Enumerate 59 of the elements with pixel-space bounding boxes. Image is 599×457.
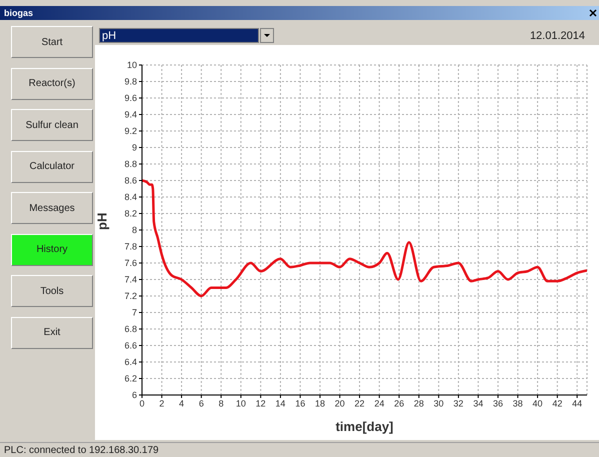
y-tick-label: 7.4 [124, 274, 137, 285]
y-tick-label: 6.4 [124, 357, 137, 368]
text: pH [99, 28, 259, 43]
y-tick-label: 9.6 [124, 93, 137, 104]
x-tick-label: 22 [354, 398, 365, 408]
x-tick-label: 42 [552, 398, 562, 408]
x-tick-label: 28 [414, 398, 424, 408]
y-tick-label: 6.6 [124, 340, 137, 351]
x-axis-title: time[day] [336, 419, 394, 434]
y-tick-label: 7.8 [124, 242, 137, 252]
x-tick-label: 10 [236, 398, 246, 408]
x-tick-label: 26 [394, 398, 404, 408]
text: History [11, 234, 93, 266]
text: Reactor(s) [11, 68, 93, 100]
y-axis-title: pH [94, 212, 110, 230]
x-tick-label: 2 [159, 398, 164, 408]
x-tick-label: 6 [198, 398, 204, 408]
x-tick-label: 32 [453, 398, 464, 408]
y-tick-label: 6 [132, 390, 137, 400]
line-series [142, 179, 587, 298]
text: biogas [0, 6, 599, 20]
text: PLC: connected to 192.168.30.179 [0, 442, 599, 457]
text: 12.01.2014 [530, 30, 585, 42]
y-tick-label: 6.2 [124, 374, 137, 384]
x-tick-label: 14 [275, 398, 286, 408]
text: Calculator [11, 150, 93, 182]
y-tick-label: 9 [132, 142, 137, 153]
x-tick-label: 24 [374, 398, 384, 408]
y-tick-label: 8.4 [124, 192, 137, 202]
y-tick-label: 7 [132, 308, 137, 318]
y-tick-label: 7.6 [124, 258, 137, 268]
x-tick-label: 44 [572, 398, 582, 408]
text: Tools [11, 275, 93, 307]
y-tick-label: 9.8 [124, 76, 137, 87]
x-tick-label: 36 [492, 398, 504, 408]
text: Messages [11, 192, 93, 224]
x-tick-label: 8 [218, 398, 224, 408]
x-tick-label: 0 [139, 398, 145, 408]
y-tick-label: 9.4 [124, 110, 137, 120]
y-tick-label: 6.8 [124, 324, 137, 334]
x-tick-label: 18 [314, 398, 326, 408]
x-tick-label: 16 [295, 398, 306, 408]
x-tick-label: 20 [334, 398, 345, 408]
y-tick-label: 9.2 [124, 126, 137, 136]
y-tick-label: 8.8 [124, 159, 137, 170]
y-tick-label: 8 [132, 225, 137, 236]
x-tick-label: 40 [532, 398, 543, 408]
x-tick-label: 12 [256, 398, 266, 408]
y-tick-label: 10 [126, 60, 137, 70]
y-tick-label: 8.2 [124, 208, 137, 219]
x-tick-label: 4 [179, 398, 184, 408]
x-tick-label: 30 [434, 398, 444, 408]
y-tick-label: 8.6 [124, 176, 137, 186]
text: Sulfur clean [11, 109, 93, 141]
text: Start [11, 26, 93, 58]
x-tick-label: 38 [512, 398, 523, 408]
x-tick-label: 34 [473, 398, 484, 408]
text: Exit [11, 316, 93, 348]
y-tick-label: 7.2 [124, 291, 137, 302]
